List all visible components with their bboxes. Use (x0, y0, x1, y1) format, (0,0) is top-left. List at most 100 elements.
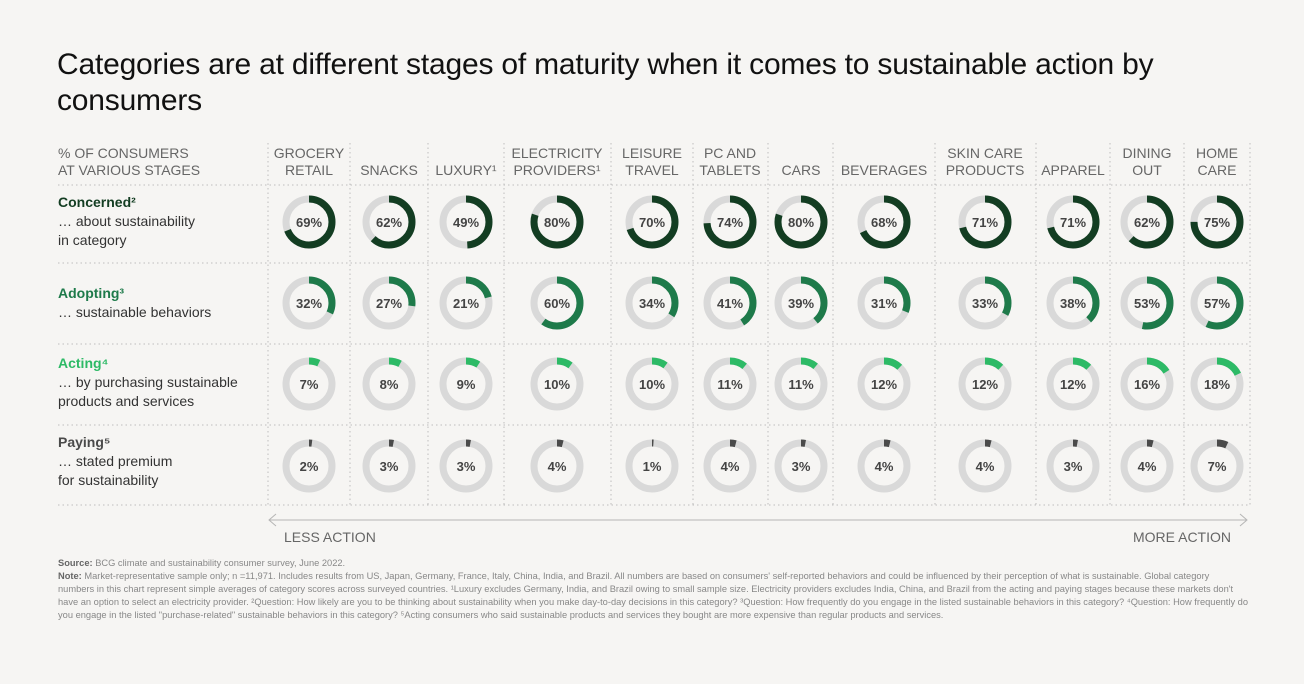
donut-value: 4% (875, 459, 894, 474)
donut-arc (857, 276, 911, 330)
arrow-right-icon (1239, 513, 1248, 527)
donut-value: 38% (1060, 296, 1086, 311)
stage-description: products and services (58, 393, 194, 409)
donut-value: 10% (639, 377, 665, 392)
donut-arc (282, 195, 336, 249)
donut-value: 3% (457, 459, 476, 474)
donut-value: 71% (972, 215, 998, 230)
arrow-left-icon (268, 513, 277, 527)
donut-arc (1120, 439, 1174, 493)
note-line: Note: Market-representative sample only;… (58, 570, 1248, 622)
donut-arc (774, 195, 828, 249)
category-label: ELECTRICITY (511, 145, 603, 161)
donut-value: 33% (972, 296, 998, 311)
donut-value: 39% (788, 296, 814, 311)
note-label: Note: (58, 571, 82, 581)
stage-description: in category (58, 232, 126, 248)
donut-value: 32% (296, 296, 322, 311)
donut-arc (958, 195, 1012, 249)
stage-label: Acting⁴ (58, 355, 109, 371)
donut-value: 70% (639, 215, 665, 230)
donut-value: 1% (643, 459, 662, 474)
donut-value: 80% (544, 215, 570, 230)
donut-value: 3% (380, 459, 399, 474)
donut-arc (362, 195, 416, 249)
axis-right-label: MORE ACTION (1133, 529, 1231, 545)
donut-arc (703, 195, 757, 249)
stage-description: … by purchasing sustainable (58, 374, 238, 390)
donut-arc (1046, 276, 1100, 330)
stage-label: Concerned² (58, 194, 136, 210)
donut-value: 10% (544, 377, 570, 392)
donut-value: 4% (548, 459, 567, 474)
donut-arc (625, 195, 679, 249)
donut-arc (774, 276, 828, 330)
chart-title: Categories are at different stages of ma… (57, 48, 1154, 117)
donut-arc (282, 357, 336, 411)
category-label: CARE (1198, 162, 1237, 178)
donut-arc (1190, 357, 1244, 411)
donut-arc (958, 276, 1012, 330)
category-label: HOME (1196, 145, 1238, 161)
donut-arc (439, 439, 493, 493)
donut-arc (703, 276, 757, 330)
source-line: Source: BCG climate and sustainability c… (58, 557, 1248, 570)
footnote: Source: BCG climate and sustainability c… (58, 557, 1248, 622)
donut-arc (958, 357, 1012, 411)
donut-value: 68% (871, 215, 897, 230)
donut-value: 75% (1204, 215, 1230, 230)
category-label: PRODUCTS (946, 162, 1025, 178)
donut-arc (530, 276, 584, 330)
stage-description: … sustainable behaviors (58, 304, 211, 320)
stage-description: … stated premium (58, 453, 172, 469)
donut-arc (530, 195, 584, 249)
donut-arc (362, 276, 416, 330)
header-label: % OF CONSUMERS (58, 145, 189, 161)
category-label: APPAREL (1041, 162, 1105, 178)
donut-arc (625, 439, 679, 493)
donut-value: 7% (300, 377, 319, 392)
category-label: SKIN CARE (947, 145, 1022, 161)
donut-value: 49% (453, 215, 479, 230)
donut-value: 2% (300, 459, 319, 474)
donut-value: 74% (717, 215, 743, 230)
donut-value: 71% (1060, 215, 1086, 230)
category-label: BEVERAGES (841, 162, 927, 178)
donut-value: 11% (717, 377, 743, 392)
donut-value: 80% (788, 215, 814, 230)
donut-value: 3% (792, 459, 811, 474)
donut-arc (282, 276, 336, 330)
donut-arc (1120, 276, 1174, 330)
category-label: TABLETS (699, 162, 760, 178)
donut-value: 21% (453, 296, 479, 311)
donut-arc (857, 357, 911, 411)
donut-value: 7% (1208, 459, 1227, 474)
category-label: CARS (782, 162, 821, 178)
stage-label: Paying⁵ (58, 434, 110, 450)
donut-arc (362, 357, 416, 411)
category-label: LEISURE (622, 145, 682, 161)
donut-value: 4% (1138, 459, 1157, 474)
donut-arc (625, 276, 679, 330)
donut-arc (1046, 195, 1100, 249)
donut-value: 57% (1204, 296, 1230, 311)
category-label: GROCERY (274, 145, 345, 161)
donut-value: 8% (380, 377, 399, 392)
donut-value: 16% (1134, 377, 1160, 392)
axis-left-label: LESS ACTION (284, 529, 376, 545)
donut-value: 9% (457, 377, 476, 392)
category-label: SNACKS (360, 162, 418, 178)
stage-description: … about sustainability (58, 213, 195, 229)
header-label: AT VARIOUS STAGES (58, 162, 200, 178)
donut-value: 60% (544, 296, 570, 311)
donut-arc (362, 439, 416, 493)
donut-arc (1190, 439, 1244, 493)
donut-arc (530, 357, 584, 411)
donut-value: 53% (1134, 296, 1160, 311)
donut-value: 62% (376, 215, 402, 230)
donut-value: 41% (717, 296, 743, 311)
donut-arc (625, 357, 679, 411)
donut-arc (439, 276, 493, 330)
donut-arc (703, 357, 757, 411)
donut-arc (439, 357, 493, 411)
